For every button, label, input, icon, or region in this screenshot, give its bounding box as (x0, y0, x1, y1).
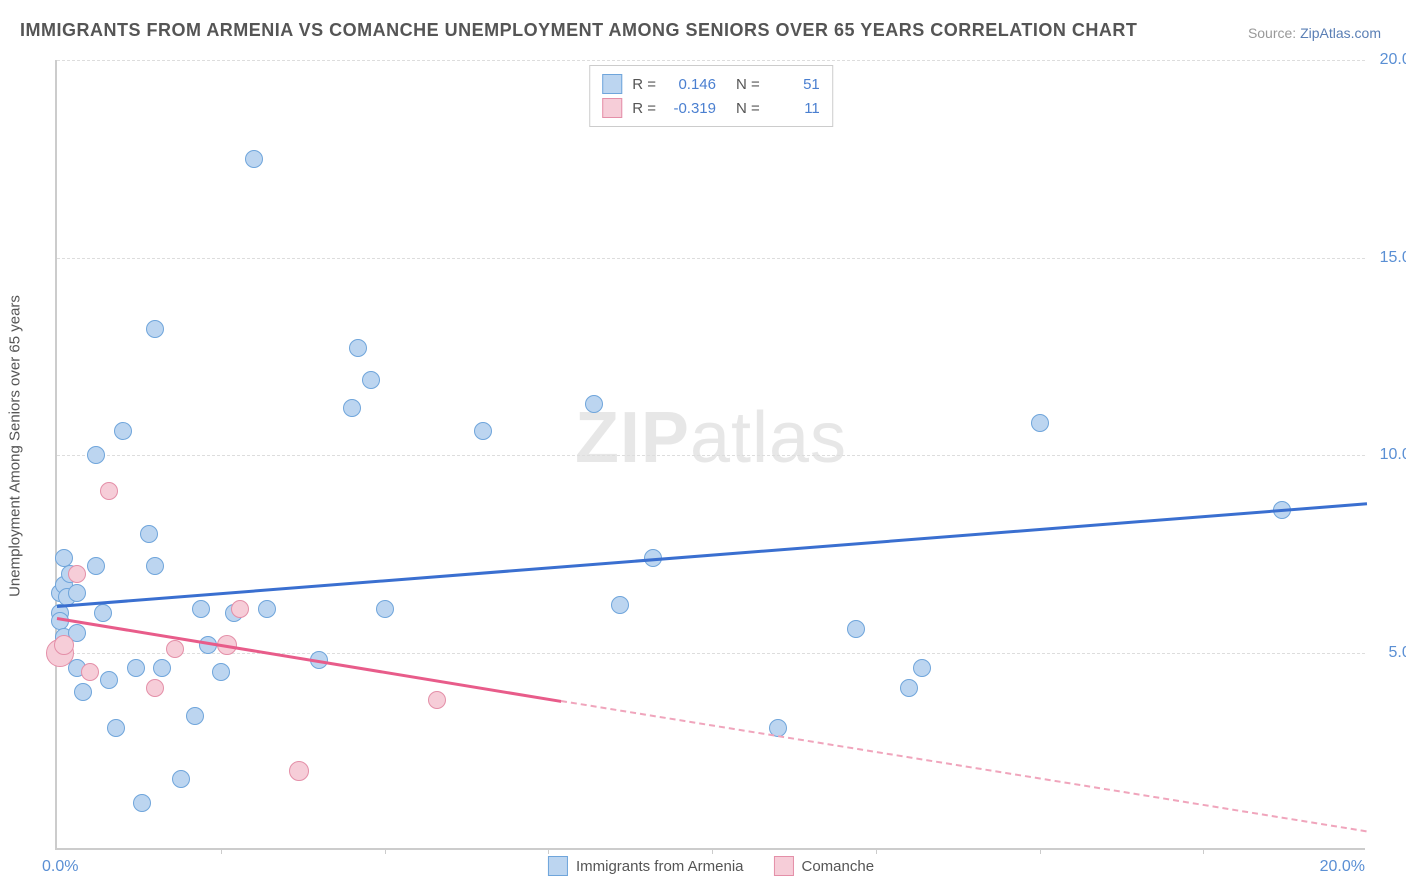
scatter-point (186, 707, 204, 725)
scatter-point (611, 596, 629, 614)
scatter-point (81, 663, 99, 681)
scatter-point (192, 600, 210, 618)
legend-label: Immigrants from Armenia (576, 858, 744, 875)
r-value: 0.146 (666, 76, 716, 93)
n-label: N = (736, 100, 760, 117)
scatter-point (114, 422, 132, 440)
scatter-point (146, 557, 164, 575)
gridline-h (57, 455, 1365, 456)
scatter-point (349, 339, 367, 357)
gridline-h (57, 60, 1365, 61)
watermark-rest: atlas (690, 398, 847, 478)
scatter-point (172, 770, 190, 788)
x-tick-mark (548, 848, 549, 854)
source-attribution: Source: ZipAtlas.com (1248, 25, 1381, 41)
scatter-point (289, 761, 309, 781)
scatter-point (245, 150, 263, 168)
scatter-point (133, 794, 151, 812)
source-prefix: Source: (1248, 25, 1300, 41)
trend-line (561, 700, 1367, 832)
legend-swatch (602, 98, 622, 118)
chart-title: IMMIGRANTS FROM ARMENIA VS COMANCHE UNEM… (20, 20, 1137, 41)
stats-row: R = -0.319 N = 11 (602, 96, 820, 120)
n-value: 11 (770, 100, 820, 117)
legend-item: Immigrants from Armenia (548, 856, 744, 876)
x-tick-max: 20.0% (1320, 858, 1365, 876)
scatter-point (100, 482, 118, 500)
stats-legend: R = 0.146 N = 51 R = -0.319 N = 11 (589, 65, 833, 127)
scatter-point (900, 679, 918, 697)
scatter-point (585, 395, 603, 413)
gridline-h (57, 653, 1365, 654)
scatter-point (376, 600, 394, 618)
scatter-point (140, 525, 158, 543)
scatter-point (231, 600, 249, 618)
scatter-point (428, 691, 446, 709)
scatter-point (87, 557, 105, 575)
scatter-point (166, 640, 184, 658)
scatter-point (74, 683, 92, 701)
y-tick-label: 20.0% (1380, 51, 1406, 69)
y-tick-label: 15.0% (1380, 249, 1406, 267)
legend-swatch (774, 856, 794, 876)
scatter-point (153, 659, 171, 677)
scatter-point (94, 604, 112, 622)
scatter-point (68, 565, 86, 583)
stats-row: R = 0.146 N = 51 (602, 72, 820, 96)
legend-item: Comanche (774, 856, 875, 876)
x-tick-mark (385, 848, 386, 854)
x-tick-mark (876, 848, 877, 854)
plot-area: ZIPatlas R =0.146N =51R =-0.319N =11 Imm… (55, 60, 1365, 850)
r-value: -0.319 (666, 100, 716, 117)
gridline-h (57, 258, 1365, 259)
scatter-point (107, 719, 125, 737)
scatter-point (100, 671, 118, 689)
trend-line (57, 502, 1367, 608)
watermark: ZIPatlas (575, 397, 847, 479)
scatter-point (474, 422, 492, 440)
scatter-point (54, 635, 74, 655)
y-tick-label: 10.0% (1380, 446, 1406, 464)
scatter-point (146, 320, 164, 338)
scatter-point (343, 399, 361, 417)
y-axis-label: Unemployment Among Seniors over 65 years (7, 295, 24, 597)
scatter-point (68, 584, 86, 602)
legend-label: Comanche (802, 858, 875, 875)
scatter-point (362, 371, 380, 389)
source-link[interactable]: ZipAtlas.com (1300, 25, 1381, 41)
legend-swatch (548, 856, 568, 876)
scatter-point (212, 663, 230, 681)
scatter-point (847, 620, 865, 638)
scatter-point (127, 659, 145, 677)
scatter-point (1031, 414, 1049, 432)
x-tick-mark (712, 848, 713, 854)
scatter-point (913, 659, 931, 677)
n-value: 51 (770, 76, 820, 93)
x-tick-min: 0.0% (42, 858, 78, 876)
n-label: N = (736, 76, 760, 93)
x-tick-mark (1203, 848, 1204, 854)
y-tick-label: 5.0% (1389, 644, 1406, 662)
legend-swatch (602, 74, 622, 94)
r-label: R = (632, 100, 656, 117)
x-tick-mark (221, 848, 222, 854)
x-tick-mark (1040, 848, 1041, 854)
scatter-point (258, 600, 276, 618)
scatter-point (87, 446, 105, 464)
series-legend: Immigrants from Armenia Comanche (548, 856, 874, 876)
r-label: R = (632, 76, 656, 93)
scatter-point (146, 679, 164, 697)
